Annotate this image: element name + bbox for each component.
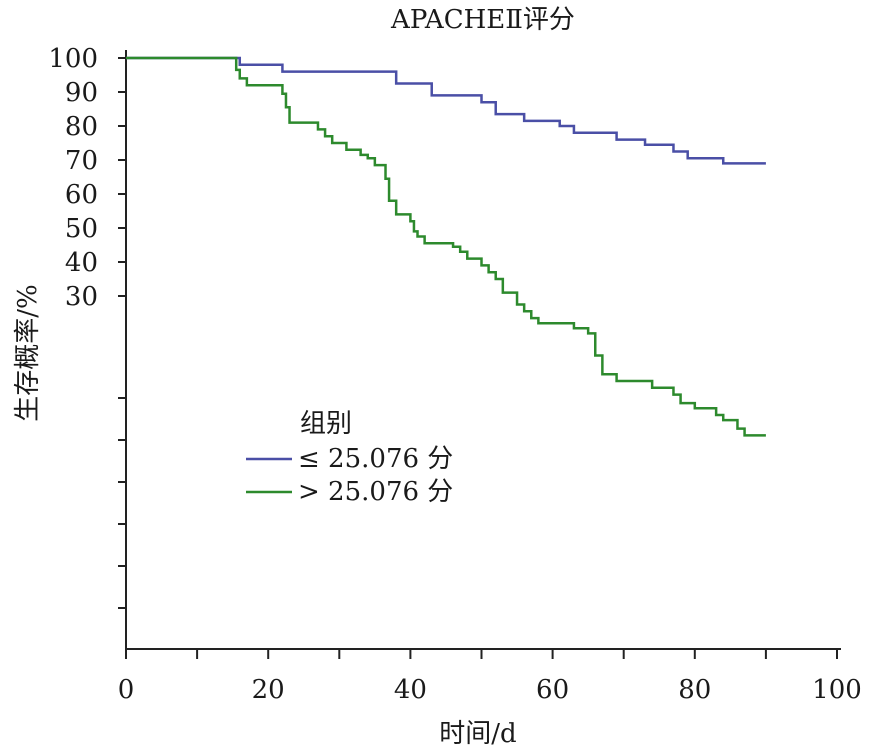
x-tick-label: 100 (812, 675, 862, 705)
y-tick-label: 50 (65, 214, 98, 244)
y-tick-label: 70 (65, 146, 98, 176)
chart-title: APACHEⅡ评分 (390, 5, 575, 35)
y-axis-label: 生存概率/% (13, 284, 43, 421)
x-tick-label: 0 (118, 675, 135, 705)
x-axis-label: 时间/d (439, 719, 516, 749)
y-tick-label: 100 (48, 44, 98, 74)
y-tick-labels: 100 90 80 70 60 50 40 30 (48, 44, 98, 312)
y-tick-label: 80 (65, 112, 98, 142)
legend-label-series-2: > 25.076 分 (298, 477, 453, 507)
x-tick-label: 80 (678, 675, 711, 705)
y-tick-label: 30 (65, 282, 98, 312)
x-tick-labels: 0 20 40 60 80 100 (118, 675, 862, 705)
series-layer (126, 56, 766, 437)
survival-curve-series-2 (126, 56, 766, 437)
tick-marks (118, 57, 838, 659)
x-tick-label: 20 (252, 675, 285, 705)
axes (125, 50, 841, 650)
legend-title: 组别 (300, 409, 352, 439)
legend: 组别 ≤ 25.076 分 > 25.076 分 (246, 409, 453, 507)
y-tick-label: 40 (65, 248, 98, 278)
survival-curve-series-1 (126, 56, 766, 165)
x-tick-label: 60 (536, 675, 569, 705)
y-tick-label: 60 (65, 180, 98, 210)
legend-label-series-1: ≤ 25.076 分 (298, 444, 453, 474)
y-tick-label: 90 (65, 78, 98, 108)
x-tick-label: 40 (394, 675, 427, 705)
